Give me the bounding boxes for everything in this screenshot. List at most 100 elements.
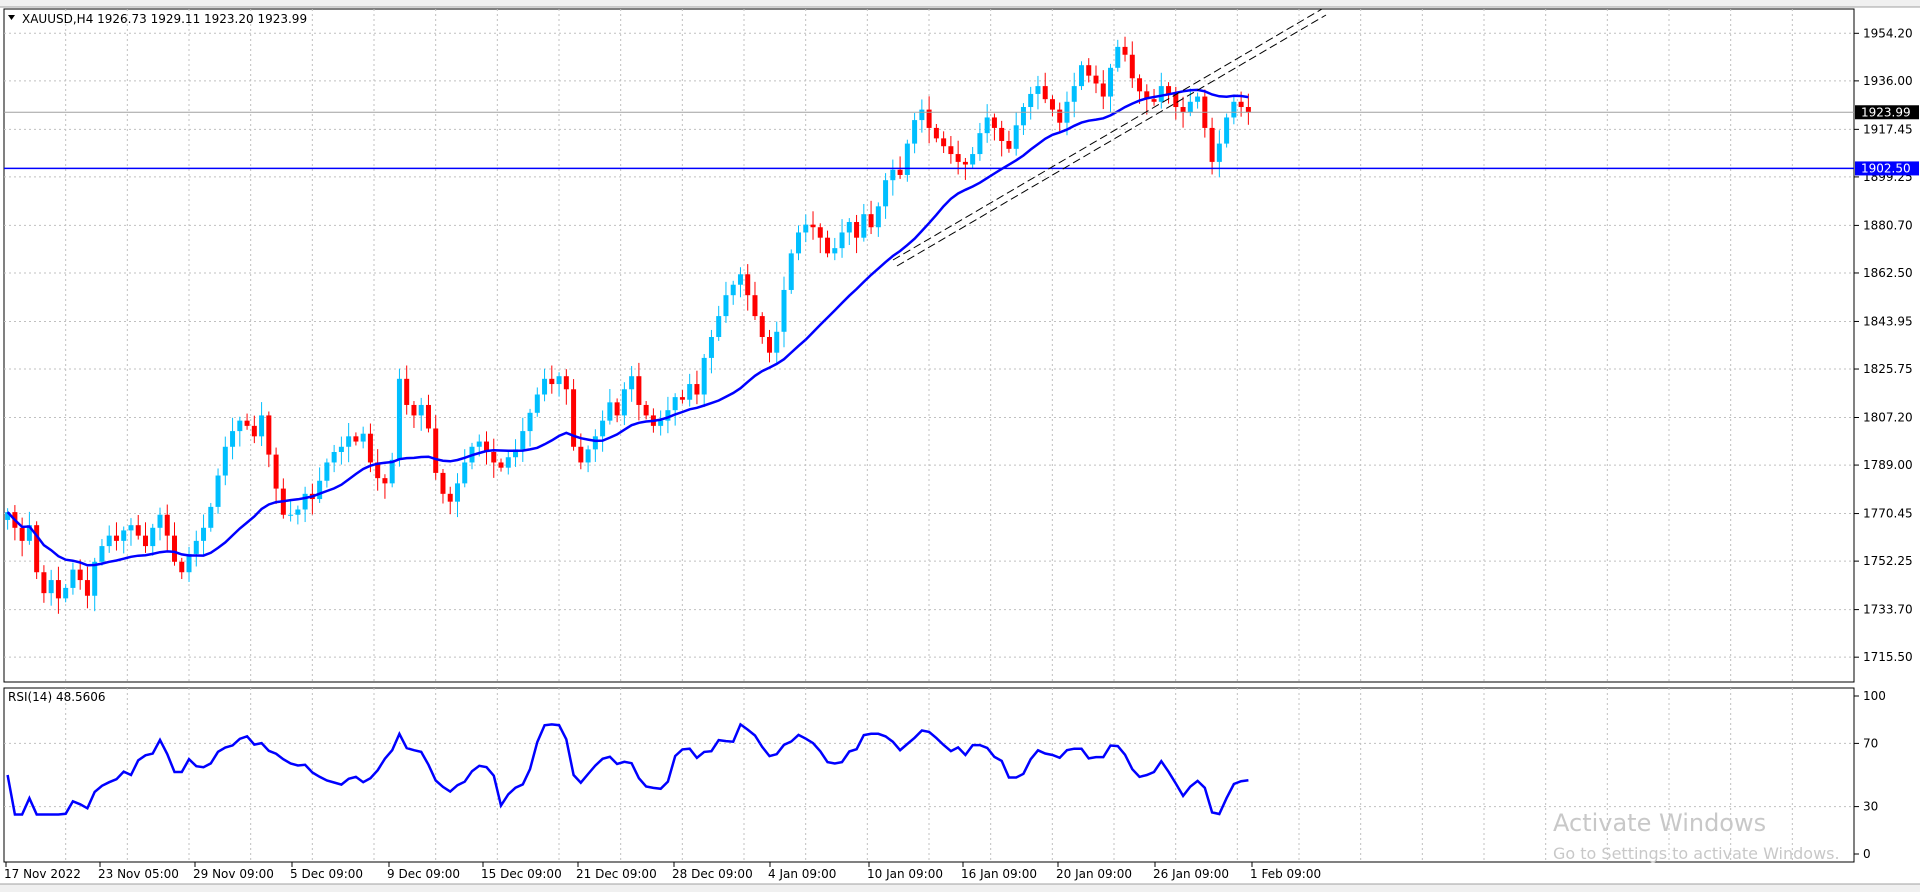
candle-body bbox=[904, 143, 910, 175]
candle-body bbox=[607, 402, 613, 421]
candle-body bbox=[1151, 99, 1157, 102]
candle-body bbox=[846, 222, 852, 233]
bottom-scroll-strip[interactable] bbox=[0, 884, 1920, 892]
candle-body bbox=[440, 472, 446, 494]
candle-body bbox=[150, 527, 156, 547]
candle-body bbox=[389, 459, 395, 484]
candle-body bbox=[77, 569, 83, 581]
rsi-label: RSI(14) 48.5606 bbox=[8, 690, 106, 704]
candle-body bbox=[484, 441, 490, 453]
candle-body bbox=[745, 274, 751, 296]
candle-body bbox=[766, 337, 772, 353]
candle-body bbox=[571, 389, 577, 447]
candle-body bbox=[1137, 78, 1143, 92]
candle-body bbox=[592, 436, 598, 450]
candle-body bbox=[941, 138, 947, 147]
candle-body bbox=[186, 553, 192, 573]
candle-body bbox=[1057, 109, 1063, 123]
candle-body bbox=[730, 284, 736, 296]
time-tick-label: 5 Dec 09:00 bbox=[290, 867, 363, 881]
time-axis: 17 Nov 2022 23 Nov 05:00 29 Nov 09:00 5 Dec… bbox=[4, 862, 1321, 881]
candle-body bbox=[1020, 107, 1026, 126]
rsi-panel[interactable]: RSI(14) 48.5606 bbox=[3, 687, 1855, 863]
price-lines bbox=[4, 8, 1854, 267]
rsi-tick-label: 30 bbox=[1863, 800, 1878, 814]
candle-body bbox=[563, 376, 569, 390]
candle-body bbox=[977, 133, 983, 155]
candle-body bbox=[237, 420, 243, 432]
candle-body bbox=[251, 425, 257, 437]
candle-body bbox=[1216, 143, 1222, 162]
support-level-label: 1902.50 bbox=[1861, 161, 1911, 175]
candle-body bbox=[832, 248, 838, 254]
candle-body bbox=[425, 404, 431, 429]
candle-body bbox=[222, 446, 228, 476]
candle-body bbox=[447, 493, 453, 502]
candle-body bbox=[796, 232, 802, 254]
candle-body bbox=[788, 253, 794, 290]
candle-body bbox=[172, 535, 178, 562]
price-grid bbox=[4, 9, 1854, 682]
time-tick-label: 29 Nov 09:00 bbox=[193, 867, 274, 881]
candle-body bbox=[1245, 107, 1251, 113]
candle-body bbox=[55, 580, 61, 599]
time-tick-label: 15 Dec 09:00 bbox=[481, 867, 562, 881]
trend-channel-upper[interactable] bbox=[892, 8, 1323, 261]
candle-body bbox=[643, 404, 649, 416]
candle-body bbox=[694, 384, 700, 395]
candle-body bbox=[868, 214, 874, 228]
candle-body bbox=[1100, 83, 1106, 97]
price-tick-label: 1752.25 bbox=[1863, 554, 1913, 568]
candle-body bbox=[1028, 93, 1034, 108]
rsi-path bbox=[6, 722, 1249, 816]
candle-body bbox=[890, 169, 896, 181]
price-tick-label: 1843.95 bbox=[1863, 314, 1913, 328]
candle-body bbox=[679, 397, 685, 400]
candle-body bbox=[875, 206, 881, 228]
candle-body bbox=[215, 475, 221, 507]
candle-body bbox=[1224, 117, 1230, 144]
price-tick-label: 1733.70 bbox=[1863, 603, 1913, 617]
candle-body bbox=[1035, 86, 1041, 94]
candle-body bbox=[266, 415, 272, 455]
price-tick-label: 1807.20 bbox=[1863, 411, 1913, 425]
time-tick-label: 9 Dec 09:00 bbox=[387, 867, 460, 881]
candle-body bbox=[244, 420, 250, 426]
candle-body bbox=[549, 378, 555, 385]
trend-channel-lower[interactable] bbox=[896, 14, 1327, 267]
candle-body bbox=[1078, 65, 1084, 87]
candle-body bbox=[84, 580, 90, 596]
candle-body bbox=[839, 232, 845, 249]
rsi-tick-label: 100 bbox=[1863, 689, 1886, 703]
candle-body bbox=[955, 154, 961, 162]
price-tick-label: 1880.70 bbox=[1863, 218, 1913, 232]
candle-body bbox=[26, 525, 32, 541]
candle-body bbox=[1115, 46, 1121, 68]
candle-body bbox=[1231, 101, 1237, 118]
collapse-triangle-icon[interactable] bbox=[8, 15, 15, 20]
current-price-tag bbox=[1855, 105, 1919, 120]
time-tick-label: 17 Nov 2022 bbox=[4, 867, 81, 881]
candle-body bbox=[142, 535, 148, 547]
candle-body bbox=[164, 514, 170, 536]
candle-body bbox=[375, 462, 381, 479]
candle-body bbox=[259, 415, 265, 437]
candle-body bbox=[513, 449, 519, 458]
candle-body bbox=[542, 378, 548, 395]
time-tick-label: 20 Jan 09:00 bbox=[1056, 867, 1132, 881]
watermark-line2: Go to Settings to activate Windows. bbox=[1553, 844, 1840, 863]
price-tick-label: 1936.00 bbox=[1863, 74, 1913, 88]
candle-body bbox=[353, 436, 359, 442]
candle-body bbox=[1158, 86, 1164, 102]
candle-body bbox=[324, 462, 330, 481]
price-panel[interactable] bbox=[3, 8, 1855, 683]
candle-body bbox=[1166, 86, 1172, 94]
candle-body bbox=[208, 506, 214, 528]
candle-body bbox=[1122, 46, 1128, 55]
candle-body bbox=[92, 561, 98, 596]
candle-body bbox=[578, 446, 584, 463]
chart-title: XAUUSD,H4 1926.73 1929.11 1923.20 1923.9… bbox=[22, 12, 307, 26]
candle-body bbox=[121, 530, 127, 541]
candle-body bbox=[854, 222, 860, 238]
